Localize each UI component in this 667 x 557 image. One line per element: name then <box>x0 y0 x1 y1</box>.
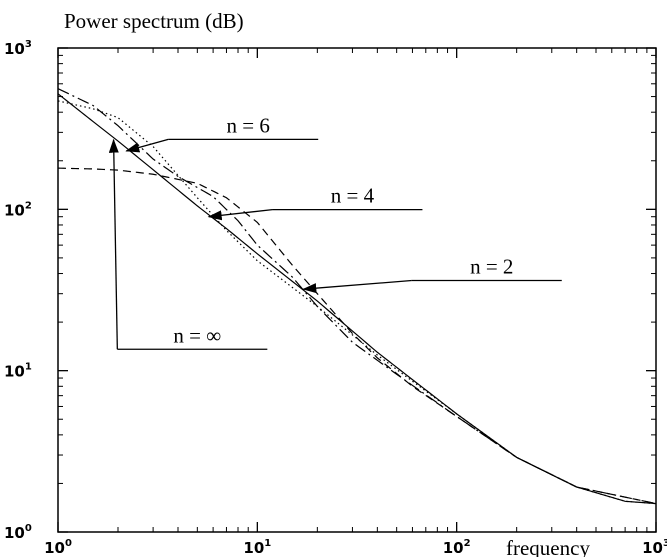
y-tick-label: 101 <box>4 362 32 381</box>
axis-ticks: 100 101 102 103 100 101 102 103 <box>4 39 667 557</box>
y-tick-label: 100 <box>4 523 32 542</box>
annotations-layer: n = 6 n = 4 n = 2 n = ∞ <box>108 113 562 350</box>
annotation-label-1: n = 4 <box>331 184 375 208</box>
series-line-2 <box>57 88 657 505</box>
x-tick-label: 102 <box>443 538 471 557</box>
y-axis-label: Power spectrum (dB) <box>64 9 244 33</box>
x-tick-label: 100 <box>44 538 72 557</box>
series-layer <box>57 88 657 505</box>
y-tick-label: 103 <box>4 39 32 58</box>
annotation-arrow-0 <box>125 138 169 153</box>
series-line-1 <box>57 100 657 505</box>
annotation-arrow-1 <box>207 209 273 221</box>
annotation-arrow-2 <box>302 279 412 294</box>
x-tick-label: 103 <box>642 538 667 557</box>
annotation-label-2: n = 2 <box>470 255 513 279</box>
y-tick-label: 102 <box>4 200 32 219</box>
annotation-label-0: n = 6 <box>227 113 270 137</box>
annotation-label-3: n = ∞ <box>173 323 221 347</box>
annotation-arrow-3 <box>108 138 119 350</box>
plot-frame <box>57 47 657 533</box>
series-line-0 <box>57 93 657 505</box>
series-line-3 <box>57 167 657 505</box>
x-tick-label: 101 <box>243 538 271 557</box>
x-axis-label: frequency <box>506 536 590 557</box>
